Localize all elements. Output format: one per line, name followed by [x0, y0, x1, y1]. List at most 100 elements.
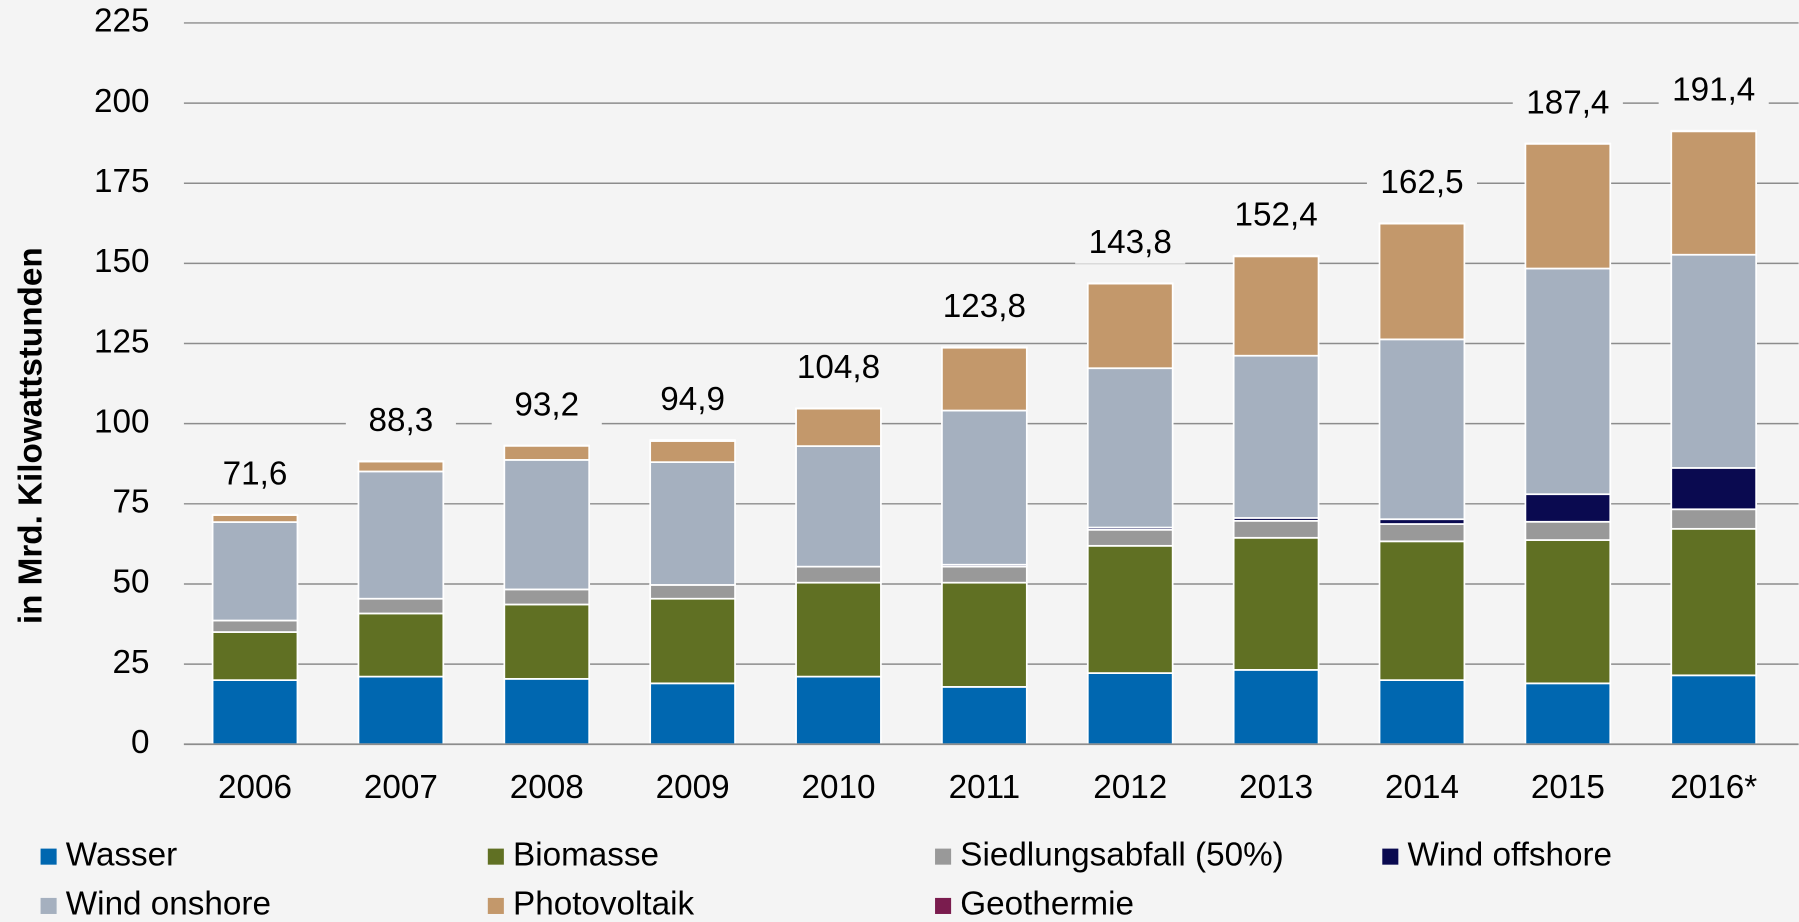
y-axis-label: in Mrd. Kilowattstunden	[12, 247, 49, 624]
bar-segment	[941, 346, 1028, 412]
total-label: 187,4	[1526, 84, 1609, 121]
legend-swatch	[487, 848, 504, 865]
bar-segment	[1378, 679, 1466, 746]
y-tick-label: 75	[113, 484, 150, 521]
total-label: 191,4	[1672, 71, 1755, 108]
legend-label: Photovoltaik	[513, 886, 695, 922]
bar-segment	[357, 470, 445, 600]
x-tick-label: 2009	[656, 769, 730, 806]
bar-segment	[357, 675, 445, 746]
bar-segment	[1670, 527, 1757, 677]
total-label-bg	[637, 381, 748, 421]
total-label: 94,9	[660, 381, 725, 418]
bar-segment	[357, 460, 445, 473]
bar-segment	[1378, 338, 1466, 521]
bar-segment	[1524, 539, 1612, 685]
bar-segment	[1232, 536, 1320, 671]
y-tick-label: 200	[94, 83, 149, 120]
total-label-bg	[1366, 164, 1478, 204]
bar-segment	[357, 612, 445, 678]
bar-segment	[503, 603, 591, 680]
bar-segment	[1232, 255, 1320, 357]
total-label-bg	[1658, 72, 1769, 112]
bar-segment	[941, 565, 1028, 584]
total-label: 71,6	[223, 456, 288, 493]
x-tick-label: 2006	[218, 769, 292, 806]
x-tick-label: 2008	[510, 769, 584, 806]
legend-swatch	[935, 897, 952, 914]
legend-swatch	[40, 897, 57, 914]
total-label-bg	[1075, 224, 1186, 264]
total-label: 93,2	[514, 386, 579, 423]
legend-label: Biomasse	[513, 836, 659, 873]
y-tick-label: 125	[94, 323, 149, 360]
bar-segment	[941, 686, 1028, 746]
total-label-bg	[929, 288, 1040, 328]
bar-segment	[1378, 540, 1466, 681]
legend-swatch	[487, 897, 504, 914]
legend-label: Siedlungsabfall (50%)	[960, 836, 1283, 873]
bar-segment	[1232, 669, 1320, 746]
bar-segment	[1232, 519, 1320, 539]
y-tick-label: 225	[94, 3, 149, 40]
bar-segment	[1232, 354, 1320, 519]
bar-segment	[1670, 467, 1757, 511]
bar-segment	[211, 521, 299, 622]
total-label: 123,8	[943, 288, 1026, 325]
legend-label: Wind offshore	[1408, 836, 1613, 873]
y-tick-label: 0	[131, 724, 150, 761]
bar-segment	[795, 581, 882, 678]
x-tick-label: 2015	[1531, 769, 1605, 806]
legend-swatch	[40, 848, 57, 865]
bar-segment	[1378, 222, 1466, 341]
total-label-bg	[783, 349, 894, 389]
legend-label: Wind onshore	[66, 886, 271, 922]
bar-segment	[941, 409, 1028, 566]
bar-segment	[649, 461, 736, 586]
bar-segment	[357, 597, 445, 615]
bar-segment	[1086, 282, 1174, 370]
x-tick-label: 2012	[1093, 769, 1167, 806]
x-tick-label: 2013	[1239, 769, 1313, 806]
bar-segment	[211, 679, 299, 746]
x-tick-label: 2016*	[1670, 769, 1757, 806]
bar-segment	[503, 444, 591, 461]
bar-segment	[1524, 267, 1612, 496]
bar-segment	[795, 407, 882, 447]
total-label: 162,5	[1380, 164, 1463, 201]
bar-segment	[795, 565, 882, 584]
total-label: 88,3	[369, 402, 434, 439]
bar-segment	[1670, 253, 1757, 469]
bar-segment	[1670, 129, 1757, 133]
bar-segment	[1086, 672, 1174, 746]
bar-segment	[649, 439, 736, 442]
total-label-bg	[1221, 197, 1332, 237]
bar-segment	[503, 588, 591, 606]
legend-label: Wasser	[66, 836, 177, 873]
total-label-bg	[199, 456, 311, 496]
total-label: 104,8	[797, 349, 880, 386]
bar-segment	[1378, 523, 1466, 543]
bar-segment	[1670, 674, 1757, 746]
bar-segment	[1086, 528, 1174, 547]
bar-segment	[1086, 367, 1174, 529]
bar-segment	[1670, 130, 1757, 256]
bar-segment	[211, 619, 299, 633]
x-tick-label: 2010	[802, 769, 876, 806]
legend-swatch	[935, 848, 952, 865]
bar-segment	[941, 581, 1028, 688]
bar-segment	[649, 682, 736, 746]
y-tick-label: 150	[94, 243, 149, 280]
x-tick-label: 2007	[364, 769, 438, 806]
bar-segment	[1524, 520, 1612, 541]
total-label-bg	[1512, 84, 1623, 124]
bar-segment	[649, 440, 736, 463]
bar-segment	[1086, 544, 1174, 674]
bar-segment	[1524, 142, 1612, 270]
y-tick-label: 25	[113, 644, 150, 681]
bar-segment	[503, 677, 591, 746]
bar-segment	[795, 445, 882, 568]
bar-segment	[1670, 508, 1757, 530]
